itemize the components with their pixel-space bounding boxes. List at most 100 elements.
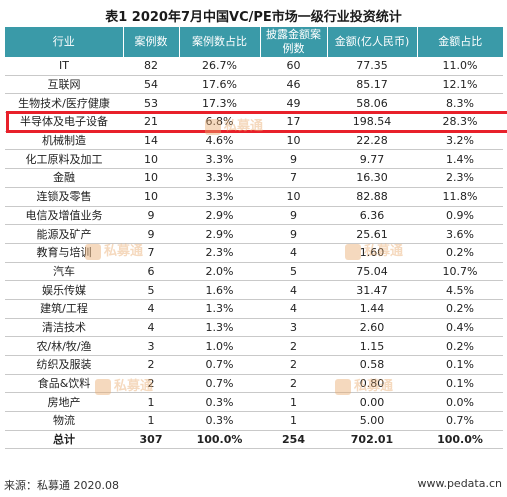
table-row: 建筑/工程 4 1.3% 4 1.44 0.2%	[5, 299, 503, 319]
cell-amount: 6.36	[327, 206, 417, 226]
table-row: 汽车 6 2.0% 5 75.04 10.7%	[5, 262, 503, 282]
industry-investment-table: 行业 案例数 案例数占比 披露金额案例数 金额(亿人民币) 金额占比 IT 82 2…	[5, 27, 503, 450]
cell-case-share: 1.3%	[179, 318, 260, 338]
header-amount-share: 金额占比	[417, 27, 503, 57]
cell-industry: IT	[5, 57, 123, 76]
cell-industry: 总计	[5, 430, 123, 450]
cell-industry: 纺织及服装	[5, 355, 123, 375]
total-row: 总计 307 100.0% 254 702.01 100.0%	[5, 430, 503, 450]
cell-industry: 生物技术/医疗健康	[5, 93, 123, 114]
cell-case-share: 3.3%	[179, 149, 260, 170]
cell-amount: 5.00	[327, 411, 417, 431]
cell-case-count: 6	[123, 262, 179, 282]
header-disclosed-cases-label: 披露金额案例数	[266, 28, 321, 55]
table-row: 清洁技术 4 1.3% 3 2.60 0.4%	[5, 318, 503, 338]
site-url: www.pedata.cn	[417, 477, 502, 490]
cell-disclosed-cases: 4	[260, 243, 327, 263]
cell-case-count: 9	[123, 224, 179, 244]
cell-case-count: 10	[123, 149, 179, 170]
cell-case-count: 54	[123, 75, 179, 95]
cell-case-count: 4	[123, 318, 179, 338]
cell-amount: 198.54	[327, 112, 417, 132]
table-body: IT 82 26.7% 60 77.35 11.0% 互联网 54 17.6% 46 85.17 12…	[5, 57, 503, 450]
cell-amount: 22.28	[327, 131, 417, 151]
cell-disclosed-cases: 7	[260, 168, 327, 188]
cell-case-count: 307	[123, 430, 179, 450]
cell-amount-share: 0.0%	[417, 392, 503, 413]
cell-case-count: 1	[123, 392, 179, 413]
cell-amount-share: 2.3%	[417, 168, 503, 188]
cell-amount: 25.61	[327, 224, 417, 244]
cell-case-share: 17.3%	[179, 93, 260, 114]
table-row: 互联网 54 17.6% 46 85.17 12.1%	[5, 75, 503, 95]
cell-case-count: 14	[123, 131, 179, 151]
cell-case-count: 4	[123, 299, 179, 319]
cell-amount-share: 11.0%	[417, 57, 503, 76]
cell-case-share: 1.3%	[179, 299, 260, 319]
cell-case-share: 6.8%	[179, 112, 260, 132]
cell-industry: 教育与培训	[5, 243, 123, 263]
cell-industry: 清洁技术	[5, 318, 123, 338]
cell-amount: 85.17	[327, 75, 417, 95]
cell-amount: 702.01	[327, 430, 417, 450]
cell-industry: 能源及矿产	[5, 224, 123, 244]
table-row: 教育与培训 7 2.3% 4 1.60 0.2%	[5, 243, 503, 263]
cell-industry: 房地产	[5, 392, 123, 413]
cell-amount: 0.58	[327, 355, 417, 375]
cell-case-count: 2	[123, 374, 179, 394]
table-row: 机械制造 14 4.6% 10 22.28 3.2%	[5, 131, 503, 151]
cell-disclosed-cases: 10	[260, 131, 327, 151]
cell-case-share: 0.3%	[179, 392, 260, 413]
table-row: 能源及矿产 9 2.9% 9 25.61 3.6%	[5, 224, 503, 244]
table-row: 房地产 1 0.3% 1 0.00 0.0%	[5, 392, 503, 413]
cell-case-count: 53	[123, 93, 179, 114]
table-header-row: 行业 案例数 案例数占比 披露金额案例数 金额(亿人民币) 金额占比	[5, 27, 503, 57]
cell-amount: 75.04	[327, 262, 417, 282]
cell-industry: 金融	[5, 168, 123, 188]
cell-amount: 16.30	[327, 168, 417, 188]
header-amount: 金额(亿人民币)	[327, 27, 418, 57]
cell-amount-share: 100.0%	[417, 430, 503, 450]
cell-case-count: 82	[123, 57, 179, 76]
cell-case-count: 7	[123, 243, 179, 263]
cell-amount-share: 3.6%	[417, 224, 503, 244]
cell-disclosed-cases: 9	[260, 206, 327, 226]
cell-industry: 建筑/工程	[5, 299, 123, 319]
cell-amount: 9.77	[327, 149, 417, 170]
cell-industry: 连锁及零售	[5, 187, 123, 207]
cell-amount: 0.00	[327, 392, 417, 413]
table-row: 娱乐传媒 5 1.6% 4 31.47 4.5%	[5, 280, 503, 300]
cell-disclosed-cases: 2	[260, 374, 327, 394]
cell-amount: 1.60	[327, 243, 417, 263]
cell-industry: 半导体及电子设备	[5, 112, 123, 132]
cell-case-count: 1	[123, 411, 179, 431]
cell-industry: 电信及增值业务	[5, 206, 123, 226]
cell-industry: 机械制造	[5, 131, 123, 151]
cell-amount-share: 0.2%	[417, 336, 503, 356]
table-row: 食品&饮料 2 0.7% 2 0.80 0.1%	[5, 374, 503, 394]
table-title: 表1 2020年7月中国VC/PE市场一级行业投资统计	[105, 10, 402, 25]
cell-case-share: 26.7%	[179, 57, 260, 76]
cell-industry: 汽车	[5, 262, 123, 282]
table-row: 半导体及电子设备 21 6.8% 17 198.54 28.3%	[5, 112, 503, 132]
table-row: 连锁及零售 10 3.3% 10 82.88 11.8%	[5, 187, 503, 207]
cell-disclosed-cases: 5	[260, 262, 327, 282]
cell-industry: 娱乐传媒	[5, 280, 123, 300]
header-industry: 行业	[5, 27, 124, 57]
cell-case-share: 2.9%	[179, 206, 260, 226]
cell-disclosed-cases: 46	[260, 75, 327, 95]
cell-disclosed-cases: 3	[260, 318, 327, 338]
cell-case-share: 3.3%	[179, 187, 260, 207]
cell-amount-share: 11.8%	[417, 187, 503, 207]
cell-industry: 农/林/牧/渔	[5, 336, 123, 356]
cell-disclosed-cases: 4	[260, 280, 327, 300]
cell-case-share: 1.6%	[179, 280, 260, 300]
header-disclosed-cases: 披露金额案例数	[260, 27, 328, 57]
cell-amount-share: 0.2%	[417, 299, 503, 319]
table-row: IT 82 26.7% 60 77.35 11.0%	[5, 57, 503, 76]
source-note: 来源：私募通 2020.08	[4, 479, 119, 492]
cell-amount: 1.15	[327, 336, 417, 356]
cell-amount-share: 28.3%	[417, 112, 503, 132]
cell-amount: 2.60	[327, 318, 417, 338]
cell-case-count: 2	[123, 355, 179, 375]
